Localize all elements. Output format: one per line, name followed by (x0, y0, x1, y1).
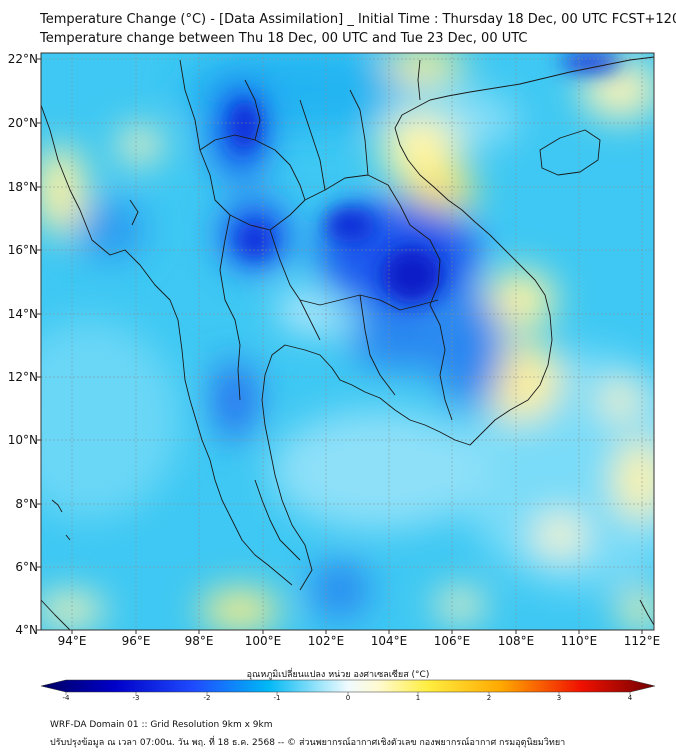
lat-label-4n: 4°N (0, 623, 38, 637)
colorbar-tick: -3 (126, 694, 146, 702)
temperature-field (0, 47, 676, 630)
lon-label-104e: 104°E (369, 634, 409, 648)
lon-label-110e: 110°E (559, 634, 599, 648)
colorbar-tick: 0 (338, 694, 358, 702)
lon-label-96e: 96°E (116, 634, 156, 648)
lat-label-14n: 14°N (0, 307, 38, 321)
lon-label-98e: 98°E (179, 634, 219, 648)
lon-label-106e: 106°E (432, 634, 472, 648)
colorbar (41, 680, 655, 695)
footer-credit: ปรับปรุงข้อมูล ณ เวลา 07:00น. วัน พฤ. ที… (50, 735, 565, 749)
colorbar-tick: 4 (620, 694, 640, 702)
colorbar-tick: -1 (267, 694, 287, 702)
lat-label-6n: 6°N (0, 560, 38, 574)
lat-label-18n: 18°N (0, 180, 38, 194)
colorbar-tick: -4 (56, 694, 76, 702)
lat-label-10n: 10°N (0, 433, 38, 447)
lon-label-100e: 100°E (243, 634, 283, 648)
colorbar-label: อุณหภูมิเปลี่ยนแปลง หน่วย องศาเซลเซียส (… (0, 667, 676, 681)
colorbar-tick: -2 (197, 694, 217, 702)
lon-label-102e: 102°E (306, 634, 346, 648)
colorbar-tick: 2 (479, 694, 499, 702)
lat-label-8n: 8°N (0, 497, 38, 511)
lon-label-108e: 108°E (496, 634, 536, 648)
lat-label-20n: 20°N (0, 116, 38, 130)
lat-label-16n: 16°N (0, 243, 38, 257)
colorbar-tick: 1 (408, 694, 428, 702)
footer-model-info: WRF-DA Domain 01 :: Grid Resolution 9km … (50, 720, 272, 730)
lat-label-12n: 12°N (0, 370, 38, 384)
colorbar-tick: 3 (549, 694, 569, 702)
lon-label-94e: 94°E (52, 634, 92, 648)
lon-label-112e: 112°E (622, 634, 662, 648)
lat-label-22n: 22°N (0, 52, 38, 66)
